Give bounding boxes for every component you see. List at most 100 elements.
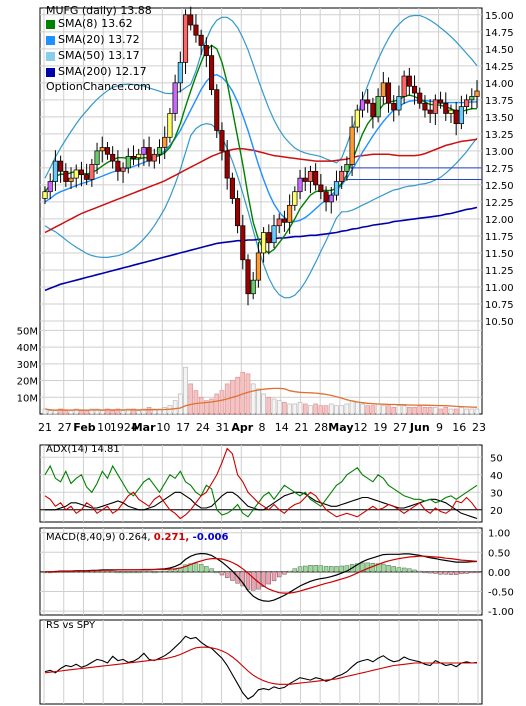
x-tick-label: Mar <box>132 421 156 434</box>
macd-histogram-bar <box>292 568 298 573</box>
x-tick-label: May <box>328 421 353 434</box>
macd-histogram-bar <box>240 571 245 587</box>
candle-body <box>266 232 272 244</box>
macd-histogram-bar <box>453 571 459 575</box>
volume-bar <box>469 408 475 415</box>
candle-body <box>411 85 418 94</box>
volume-bar <box>308 405 313 415</box>
x-tick-label: 10 <box>156 421 170 434</box>
candle-body <box>328 194 334 203</box>
volume-bar <box>438 408 443 415</box>
volume-bar <box>146 407 152 415</box>
volume-bar <box>375 403 381 415</box>
candle-body <box>359 99 366 111</box>
candle-body <box>156 147 163 155</box>
candle-body <box>125 155 131 169</box>
candle-body <box>146 147 152 162</box>
volume-bar <box>412 407 417 415</box>
candle-body <box>385 82 392 104</box>
sma200-line <box>44 206 478 292</box>
sma50-line <box>44 138 478 234</box>
main-chart-title: MUFG (daily) 13.88 <box>46 4 152 17</box>
volume-y-tick: 40M <box>17 343 38 354</box>
volume-bar <box>141 408 147 415</box>
macd-histogram-bar <box>162 570 167 573</box>
candle-body <box>469 96 475 101</box>
macd-histogram-bar <box>339 565 344 573</box>
volume-bar <box>271 398 277 415</box>
price-y-tick: 12.00 <box>485 215 514 226</box>
candle-body <box>104 147 111 155</box>
price-y-tick: 12.75 <box>485 164 514 175</box>
volume-bar <box>79 410 84 415</box>
candle-body <box>63 170 69 182</box>
volume-bar <box>53 410 58 415</box>
candle-body <box>240 225 246 261</box>
macd-histogram-bar <box>407 568 412 573</box>
x-tick-label: 21 <box>294 421 308 434</box>
macd-histogram-bar <box>146 571 152 573</box>
candle-body <box>406 75 412 87</box>
volume-bar <box>58 408 63 415</box>
candle-body <box>162 136 168 148</box>
price-y-tick: 10.50 <box>485 317 514 328</box>
x-tick-label: 1924 <box>110 421 138 434</box>
adx-line-di <box>44 464 478 518</box>
candle-body <box>52 160 58 182</box>
macd-histogram-bar <box>459 571 464 575</box>
macd-histogram-bar <box>219 571 225 576</box>
macd-histogram-bar <box>464 571 469 574</box>
candle-body <box>318 184 324 193</box>
macd-y-tick: 1.00 <box>488 529 510 540</box>
volume-bar <box>344 403 350 415</box>
candle-body <box>313 170 319 186</box>
macd-title-signal: 0.271, <box>154 532 193 543</box>
price-y-tick: 13.75 <box>485 96 514 107</box>
candle-body <box>365 99 371 104</box>
candle-body <box>391 102 397 111</box>
macd-histogram-bar <box>297 566 303 573</box>
candle-body <box>151 153 157 162</box>
candle-body <box>333 181 340 196</box>
macd-title-hist: -0.006 <box>193 532 229 543</box>
volume-bar <box>110 410 115 415</box>
candle-body <box>271 225 277 244</box>
candle-body <box>182 14 189 63</box>
adx-title: ADX(14) 14.81 <box>46 444 120 455</box>
x-tick-label: Apr <box>231 421 253 434</box>
price-y-tick: 12.25 <box>485 198 514 209</box>
price-y-tick: 14.50 <box>485 45 514 56</box>
candle-body <box>344 164 350 172</box>
candle-body <box>276 218 282 227</box>
volume-bar <box>318 405 324 415</box>
adx-y-tick: 50 <box>490 453 503 464</box>
macd-histogram-bar <box>94 571 100 573</box>
x-tick-label: Jun <box>409 421 430 434</box>
macd-histogram-bar <box>412 569 417 573</box>
candle-body <box>307 170 313 182</box>
macd-histogram-bar <box>89 571 95 573</box>
volume-bar <box>204 400 209 415</box>
macd-histogram-bar <box>474 571 480 574</box>
volume-bar <box>120 410 126 415</box>
x-tick-label: 8 <box>259 421 266 434</box>
macd-histogram-bar <box>329 566 334 573</box>
macd-histogram-bar <box>334 566 339 573</box>
volume-bar <box>287 403 292 415</box>
candle-body <box>349 126 355 165</box>
macd-histogram-bar <box>152 571 157 574</box>
candle-body <box>47 181 53 193</box>
x-tick-label: 21 <box>38 421 52 434</box>
candle-body <box>84 174 90 180</box>
macd-histogram-bar <box>391 566 396 573</box>
macd-histogram-bar <box>115 571 121 574</box>
labels-layer: MUFG (daily) 13.88 SMA(8) 13.62 SMA(20) … <box>17 4 514 631</box>
candle-body <box>250 279 256 295</box>
macd-histogram-bar <box>344 565 350 573</box>
macd-histogram-bar <box>433 571 438 574</box>
candle-body <box>375 96 381 118</box>
x-tick-label: 27 <box>58 421 72 434</box>
candle-body <box>401 75 407 97</box>
watermark-text: OptionChance.com <box>46 80 151 93</box>
candle-body <box>78 169 84 176</box>
